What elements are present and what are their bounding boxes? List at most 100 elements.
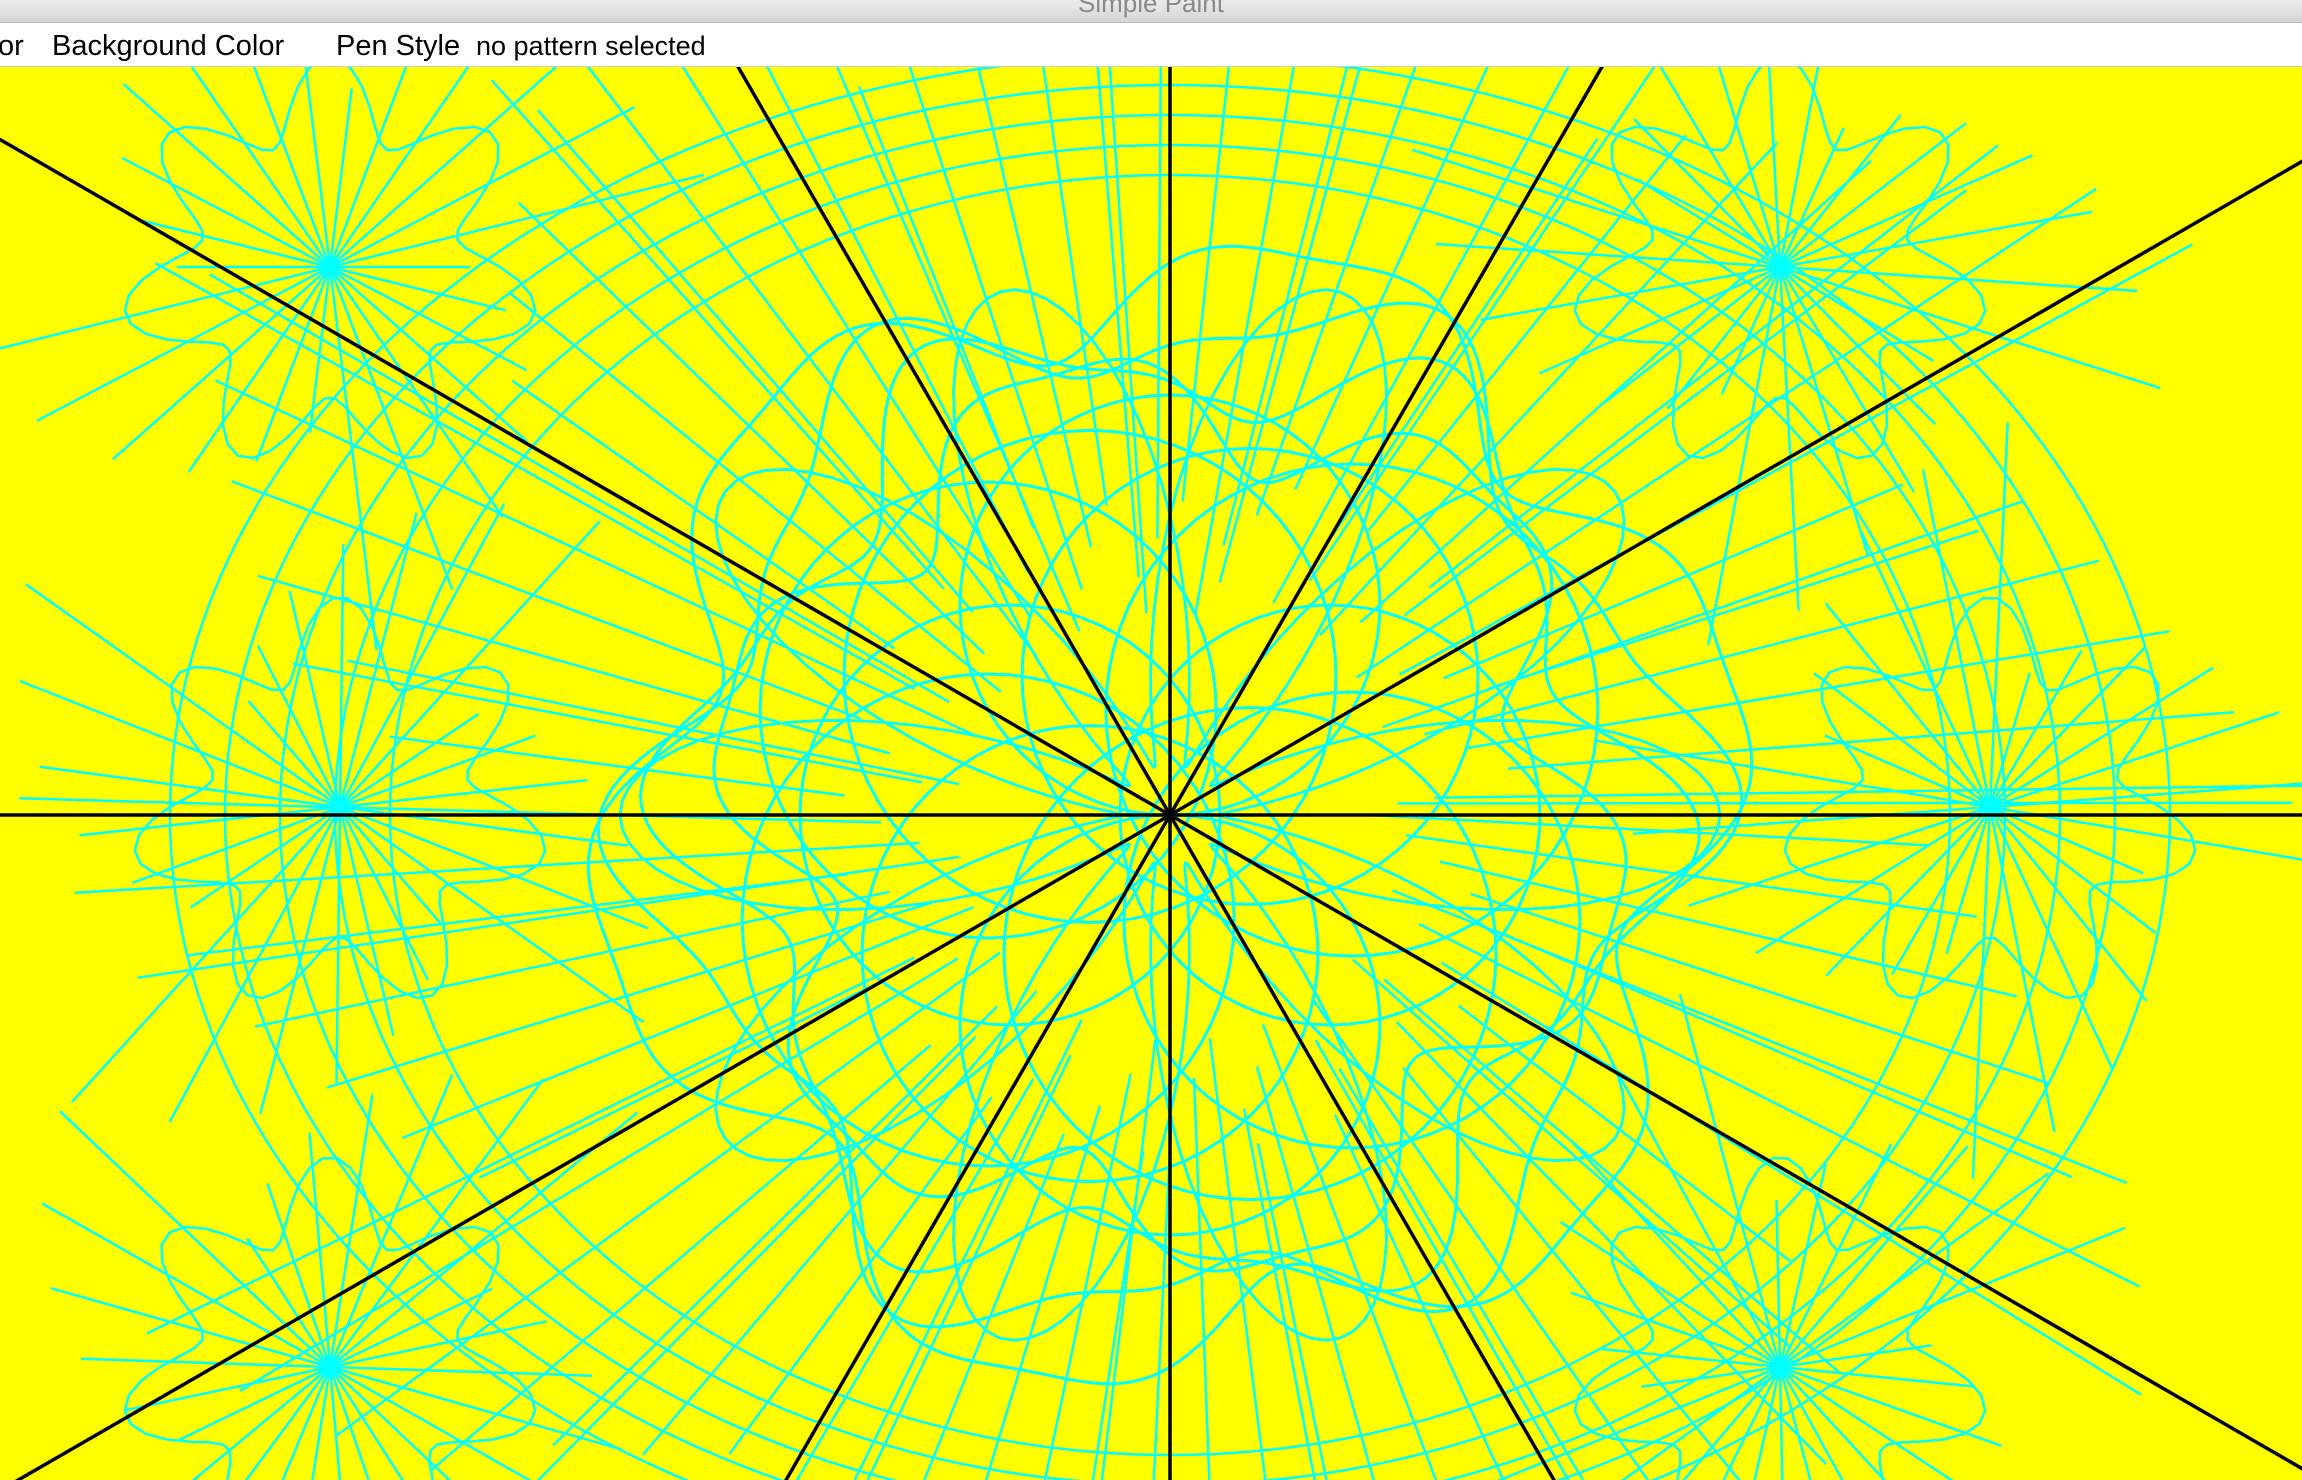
spike-stroke bbox=[1443, 483, 1904, 680]
burst-stroke bbox=[328, 1366, 342, 1480]
spike-stroke bbox=[214, 379, 976, 737]
menu-background-color[interactable]: Background Color bbox=[52, 30, 285, 62]
burst-stroke bbox=[308, 1132, 332, 1368]
spike-stroke bbox=[1323, 138, 1599, 548]
burst-stroke bbox=[281, 1366, 332, 1480]
spike-stroke bbox=[1193, 67, 1295, 616]
burst-stroke bbox=[1612, 1064, 1782, 1368]
spike-stroke bbox=[1314, 1039, 1570, 1480]
spike-stroke bbox=[429, 1044, 932, 1472]
spike-stroke bbox=[1152, 1115, 1173, 1480]
spike-stroke bbox=[1402, 1067, 1741, 1480]
drawing-canvas[interactable] bbox=[0, 67, 2302, 1480]
burst-stroke bbox=[1988, 806, 2056, 1132]
spike-stroke bbox=[334, 951, 1001, 1438]
burst-stroke bbox=[81, 1357, 331, 1369]
burst-stroke bbox=[1921, 469, 1992, 808]
burst-stroke bbox=[1778, 1366, 1844, 1480]
burst-stroke bbox=[1779, 266, 1937, 426]
burst-stroke bbox=[1825, 806, 1991, 977]
title-bar[interactable]: Simple Paint bbox=[0, 0, 2302, 23]
burst-stroke bbox=[328, 1366, 370, 1480]
burst-stroke bbox=[1779, 1145, 1969, 1368]
spike-stroke bbox=[1418, 922, 2140, 1288]
spike-stroke bbox=[1351, 958, 1791, 1348]
burst-stroke bbox=[338, 503, 506, 808]
burst-stroke bbox=[1706, 266, 1782, 646]
spike-stroke bbox=[1466, 630, 2170, 750]
spike-stroke bbox=[1222, 67, 1349, 546]
spike-stroke bbox=[1255, 1066, 1375, 1480]
spike-stroke bbox=[231, 480, 862, 720]
spike-stroke bbox=[536, 109, 974, 613]
menu-pen-style[interactable]: Pen Style bbox=[336, 30, 461, 62]
spike-stroke bbox=[1440, 961, 2142, 1396]
burst-stroke bbox=[328, 67, 470, 268]
burst-stroke bbox=[1890, 806, 1992, 976]
burst-stroke bbox=[1778, 1366, 1812, 1480]
burst-stroke bbox=[1971, 806, 1992, 1179]
spike-stroke bbox=[795, 1078, 1035, 1480]
burst-stroke bbox=[1988, 422, 2009, 808]
burst-stroke bbox=[1722, 1366, 1782, 1480]
burst-stroke bbox=[70, 806, 341, 1104]
burst-stroke bbox=[1989, 666, 2214, 809]
burst-stroke bbox=[329, 265, 528, 372]
burst-stroke bbox=[328, 67, 408, 268]
burst-stroke bbox=[1988, 672, 2031, 808]
burst-stroke bbox=[1988, 806, 2114, 1071]
burst-stroke bbox=[1824, 734, 1991, 809]
spike-stroke bbox=[1507, 710, 2235, 770]
spike-stroke bbox=[1457, 1004, 1791, 1263]
burst-stroke bbox=[168, 806, 342, 1123]
burst-stroke bbox=[1496, 1365, 1781, 1480]
spike-stroke bbox=[766, 67, 1030, 573]
burst-stroke bbox=[131, 805, 341, 884]
cyan-pattern bbox=[0, 67, 2302, 1480]
spike-stroke bbox=[586, 67, 1038, 658]
burst-stroke bbox=[339, 778, 588, 809]
spike-stroke bbox=[1096, 67, 1140, 578]
spike-stroke bbox=[1369, 813, 1930, 847]
spike-stroke bbox=[389, 735, 845, 797]
burst-stroke bbox=[1688, 805, 1991, 907]
burst-stroke bbox=[1945, 806, 1992, 955]
cluster-ring bbox=[1783, 597, 2197, 1000]
burst-stroke bbox=[1435, 242, 1781, 269]
burst-stroke bbox=[1778, 1163, 1827, 1368]
spike-stroke bbox=[1181, 67, 1231, 502]
burst-stroke bbox=[1989, 646, 2146, 808]
burst-stroke bbox=[1824, 602, 1991, 808]
canvas-svg[interactable] bbox=[0, 67, 2302, 1480]
canvas-background bbox=[0, 67, 2302, 1480]
spike-stroke bbox=[1403, 189, 1967, 617]
menu-bar: or Background Color Pen Style no pattern… bbox=[0, 23, 2302, 67]
spike-stroke bbox=[1042, 67, 1108, 506]
spike-stroke bbox=[536, 1035, 977, 1480]
spike-stroke bbox=[1434, 784, 2302, 799]
spike-stroke bbox=[1397, 801, 2292, 805]
burst-stroke bbox=[329, 266, 528, 443]
window-title: Simple Paint bbox=[1078, 0, 1224, 18]
spike-stroke bbox=[257, 574, 891, 755]
spike-stroke bbox=[254, 890, 890, 1028]
burst-stroke bbox=[179, 1365, 331, 1441]
burst-stroke bbox=[329, 67, 558, 268]
spike-stroke bbox=[490, 79, 945, 590]
burst-stroke bbox=[19, 679, 341, 809]
spike-stroke bbox=[517, 201, 986, 655]
burst-stroke bbox=[1779, 154, 2033, 269]
burst-stroke bbox=[256, 645, 342, 808]
menu-color-partial[interactable]: or bbox=[0, 30, 24, 62]
burst-stroke bbox=[311, 1366, 332, 1480]
burst-stroke bbox=[1779, 1366, 1887, 1480]
spike-stroke bbox=[1428, 144, 1999, 589]
spike-stroke bbox=[1100, 1039, 1157, 1480]
burst-stroke bbox=[112, 266, 331, 461]
burst-stroke bbox=[1480, 265, 1781, 322]
cluster-ring bbox=[1573, 1157, 1987, 1480]
spike-stroke bbox=[1108, 67, 1148, 614]
burst-stroke bbox=[1988, 650, 2083, 808]
burst-stroke bbox=[328, 1074, 454, 1368]
burst-stroke bbox=[36, 265, 331, 422]
